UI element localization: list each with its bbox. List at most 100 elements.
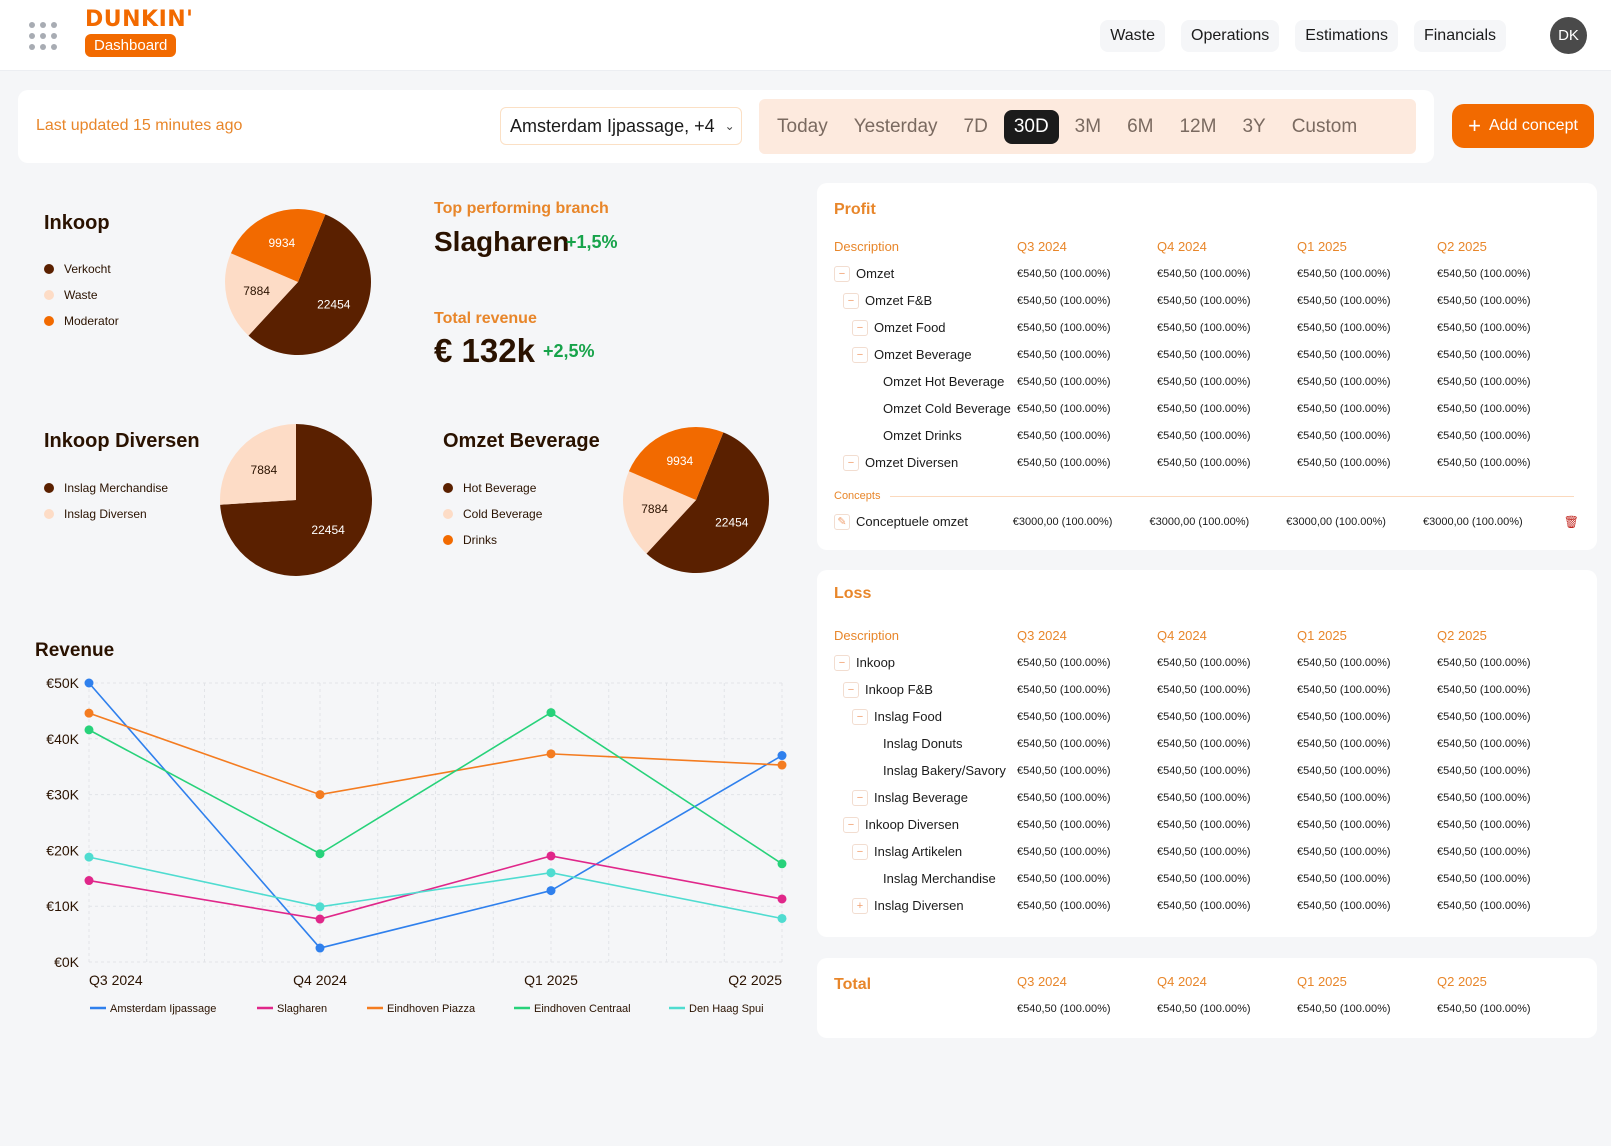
- nav-estimations[interactable]: Estimations: [1295, 20, 1398, 52]
- pie-slice: [220, 424, 296, 505]
- value-cell: €540,50 (100.00%): [1157, 348, 1251, 361]
- user-avatar[interactable]: DK: [1550, 17, 1587, 54]
- range-7d[interactable]: 7D: [963, 115, 988, 137]
- row-label: Inslag Food: [874, 709, 942, 724]
- collapse-icon[interactable]: −: [843, 816, 859, 833]
- range-yesterday[interactable]: Yesterday: [853, 115, 938, 137]
- collapse-icon[interactable]: −: [852, 708, 868, 725]
- row-description: Omzet Cold Beverage: [834, 401, 1017, 416]
- value-cell: €540,50 (100.00%): [1437, 845, 1531, 858]
- row-description: − Inkoop F&B: [834, 681, 1017, 698]
- range-3m[interactable]: 3M: [1074, 115, 1102, 137]
- value-cell: €540,50 (100.00%): [1157, 845, 1251, 858]
- pie-slice-label: 9934: [269, 236, 296, 250]
- range-today[interactable]: Today: [777, 115, 828, 137]
- value-cell: €540,50 (100.00%): [1017, 791, 1111, 804]
- value-cell: €540,50 (100.00%): [1297, 845, 1391, 858]
- nav-waste[interactable]: Waste: [1100, 20, 1165, 52]
- apps-grid-icon[interactable]: [29, 22, 57, 50]
- data-point: [315, 849, 325, 859]
- loss-title: Loss: [834, 585, 872, 602]
- value-cell: €540,50 (100.00%): [1297, 818, 1391, 831]
- collapse-icon[interactable]: −: [852, 843, 868, 860]
- range-12m[interactable]: 12M: [1179, 115, 1217, 137]
- data-point: [777, 760, 787, 770]
- collapse-icon[interactable]: −: [852, 319, 868, 336]
- value-cell: €540,50 (100.00%): [1157, 683, 1251, 696]
- data-point: [315, 790, 325, 800]
- value-cell: €540,50 (100.00%): [1157, 402, 1251, 415]
- value-cell: €540,50 (100.00%): [1157, 456, 1251, 469]
- nav-operations[interactable]: Operations: [1181, 20, 1280, 52]
- legend-label: Eindhoven Piazza: [387, 1003, 476, 1015]
- legend-swatch: [44, 483, 54, 493]
- legend-label: Inslag Diversen: [64, 507, 147, 521]
- collapse-icon[interactable]: −: [852, 346, 868, 363]
- nav-financials[interactable]: Financials: [1413, 20, 1506, 52]
- concept-label: Conceptuele omzet: [856, 514, 969, 529]
- collapse-icon[interactable]: −: [834, 654, 850, 671]
- profit-card: Profit Description Q3 2024 Q4 2024 Q1 2025 Q…: [817, 183, 1597, 550]
- expand-icon[interactable]: +: [852, 897, 868, 914]
- value-cell: €540,50 (100.00%): [1017, 402, 1111, 415]
- row-label: Omzet: [856, 266, 895, 281]
- table-row: − Omzet Food €540,50 (100.00%) €540,50 (100…: [834, 314, 1579, 341]
- row-description: − Inslag Artikelen: [834, 843, 1017, 860]
- legend-item: Hot Beverage: [443, 475, 542, 501]
- value-cell: €540,50 (100.00%): [1297, 872, 1391, 885]
- row-description: Omzet Drinks: [834, 428, 1017, 443]
- data-point: [546, 851, 556, 861]
- range-custom[interactable]: Custom: [1291, 115, 1358, 137]
- value-cell: €540,50 (100.00%): [1297, 375, 1391, 388]
- row-label: Inslag Artikelen: [874, 844, 963, 859]
- location-select[interactable]: Amsterdam Ijpassage, +4 ⌄: [500, 107, 742, 145]
- revenue-label: Total revenue: [434, 310, 537, 327]
- data-point: [777, 859, 787, 869]
- collapse-icon[interactable]: −: [852, 789, 868, 806]
- collapse-icon[interactable]: −: [843, 681, 859, 698]
- value-cell: €540,50 (100.00%): [1017, 737, 1111, 750]
- range-30d[interactable]: 30D: [1003, 109, 1059, 144]
- table-row: − Inkoop Diversen €540,50 (100.00%) €540,50…: [834, 811, 1579, 838]
- range-3y[interactable]: 3Y: [1242, 115, 1266, 137]
- collapse-icon[interactable]: −: [843, 454, 859, 471]
- series-line: [88, 712, 783, 796]
- trash-icon[interactable]: 🗑: [1563, 514, 1579, 529]
- row-description: Inslag Bakery/Savory: [834, 763, 1017, 778]
- col-header: Q1 2025: [1297, 974, 1347, 989]
- row-label: Inkoop: [856, 655, 896, 670]
- data-point: [315, 902, 325, 912]
- series-line: [88, 682, 783, 949]
- collapse-icon[interactable]: −: [843, 292, 859, 309]
- range-6m[interactable]: 6M: [1127, 115, 1154, 137]
- brand-logo[interactable]: DUNKIN' Dashboard: [85, 8, 193, 57]
- edit-icon[interactable]: ✎: [834, 513, 850, 530]
- inkoop-diversen-pie-chart: 22454 7884: [220, 424, 372, 576]
- y-tick-label: €50K: [46, 675, 79, 691]
- add-concept-button[interactable]: + Add concept: [1452, 104, 1594, 148]
- y-tick-label: €20K: [46, 842, 79, 858]
- collapse-icon[interactable]: −: [834, 265, 850, 282]
- row-description: − Omzet Beverage: [834, 346, 1017, 363]
- concept-value-cell: €3000,00 (100.00%): [1286, 515, 1386, 528]
- value-cell: €540,50 (100.00%): [1297, 456, 1391, 469]
- legend-label: Slagharen: [277, 1003, 327, 1015]
- value-cell: €540,50 (100.00%): [1157, 375, 1251, 388]
- data-point: [546, 886, 556, 896]
- value-cell: €540,50 (100.00%): [1017, 456, 1111, 469]
- legend-label: Eindhoven Centraal: [534, 1003, 631, 1015]
- value-cell: €540,50 (100.00%): [1297, 348, 1391, 361]
- inkoop-legend: Verkocht Waste Moderator: [44, 256, 119, 334]
- value-cell: €540,50 (100.00%): [1157, 656, 1251, 669]
- section-badge: Dashboard: [85, 34, 177, 57]
- concepts-divider: Concepts: [834, 490, 1574, 502]
- value-cell: €540,50 (100.00%): [1157, 429, 1251, 442]
- value-cell: €540,50 (100.00%): [1437, 429, 1531, 442]
- legend-swatch: [443, 483, 453, 493]
- row-description: − Omzet: [834, 265, 1017, 282]
- value-cell: €540,50 (100.00%): [1437, 899, 1531, 912]
- value-cell: €540,50 (100.00%): [1157, 737, 1251, 750]
- value-cell: €540,50 (100.00%): [1017, 321, 1111, 334]
- legend-item: Drinks: [443, 527, 542, 553]
- value-cell: €540,50 (100.00%): [1437, 348, 1531, 361]
